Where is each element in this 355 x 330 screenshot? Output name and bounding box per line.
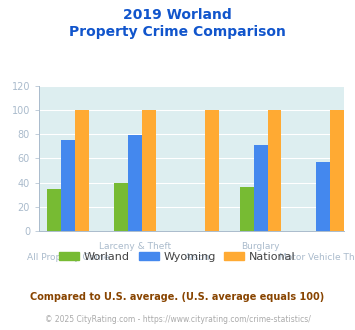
Text: Burglary: Burglary [241, 242, 280, 251]
Bar [128, 135, 142, 231]
Text: © 2025 CityRating.com - https://www.cityrating.com/crime-statistics/: © 2025 CityRating.com - https://www.city… [45, 315, 310, 324]
Bar [75, 110, 89, 231]
Bar [268, 110, 282, 231]
Bar [316, 162, 331, 231]
Text: Arson: Arson [185, 253, 211, 262]
Bar [331, 110, 344, 231]
Bar [240, 187, 253, 231]
Bar [253, 145, 268, 231]
Bar [48, 189, 61, 231]
Legend: Worland, Wyoming, National: Worland, Wyoming, National [55, 248, 300, 267]
Text: Motor Vehicle Theft: Motor Vehicle Theft [279, 253, 355, 262]
Text: Compared to U.S. average. (U.S. average equals 100): Compared to U.S. average. (U.S. average … [31, 292, 324, 302]
Text: 2019 Worland: 2019 Worland [123, 8, 232, 22]
Text: All Property Crime: All Property Crime [27, 253, 110, 262]
Bar [142, 110, 156, 231]
Bar [114, 182, 128, 231]
Text: Property Crime Comparison: Property Crime Comparison [69, 25, 286, 39]
Bar [61, 140, 75, 231]
Bar [204, 110, 219, 231]
Text: Larceny & Theft: Larceny & Theft [99, 242, 171, 251]
